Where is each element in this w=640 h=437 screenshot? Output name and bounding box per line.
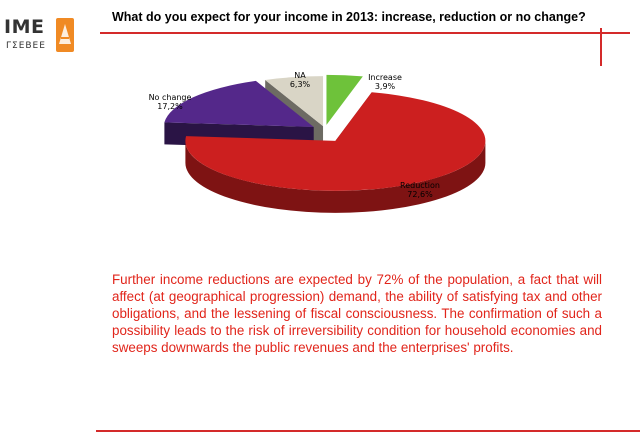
- slice-increase: [326, 74, 363, 125]
- slice-value-label-reduction: 72,6%: [407, 190, 433, 199]
- top-divider: [100, 32, 630, 34]
- slice-name-label-increase: Increase: [368, 73, 402, 82]
- logo: IME ΓΣΕΒΕΕ: [4, 14, 78, 66]
- slice-no-change: [164, 80, 314, 128]
- commentary-text: Further income reductions are expected b…: [112, 272, 602, 355]
- slice-value-label-no-change: 17,2%: [157, 102, 183, 111]
- slice-value-label-increase: 3,9%: [375, 82, 396, 91]
- slice-name-label-reduction: Reduction: [400, 181, 440, 190]
- logo-subtitle: ΓΣΕΒΕΕ: [6, 41, 46, 51]
- bottom-divider: [96, 430, 640, 432]
- slice-value-label-na: 6,3%: [290, 80, 311, 89]
- slice-name-label-no-change: No change: [149, 93, 192, 102]
- slice-reduction: [185, 92, 486, 191]
- slice-side-reduction: [185, 140, 486, 213]
- slice-na: [265, 76, 324, 127]
- slice-name-label-na: NA: [294, 71, 306, 80]
- logo-mark-icon: [56, 18, 74, 52]
- logo-text: IME: [4, 16, 45, 38]
- side-divider: [600, 28, 602, 66]
- slide-title: What do you expect for your income in 20…: [112, 10, 586, 24]
